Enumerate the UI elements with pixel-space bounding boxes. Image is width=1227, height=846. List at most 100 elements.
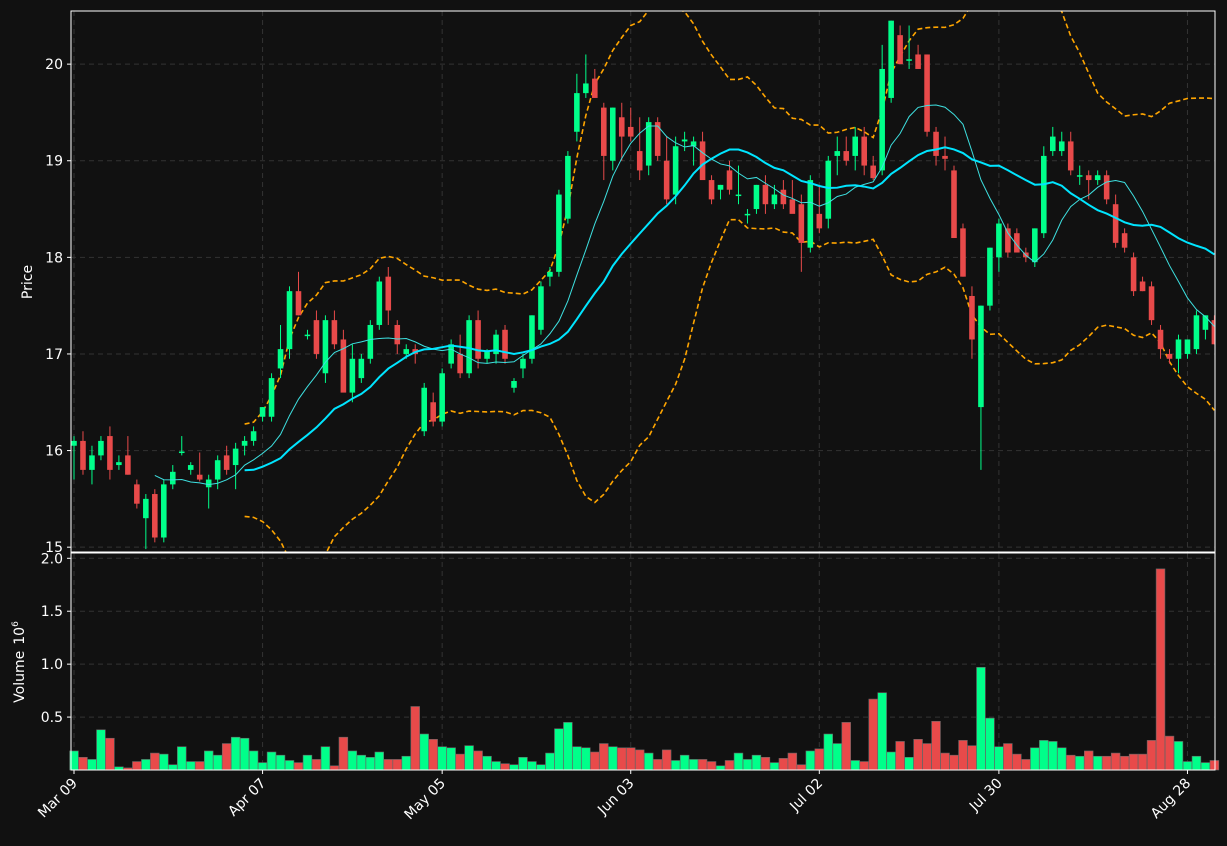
volume-bar <box>1137 753 1148 771</box>
volume-exponent: 6 <box>11 621 21 627</box>
candle-body <box>232 448 239 466</box>
candle-body <box>547 271 553 277</box>
volume-bar <box>1191 755 1202 771</box>
volume-bar <box>401 755 411 771</box>
candle-body <box>565 155 571 219</box>
candle-body <box>205 479 212 488</box>
candle-body <box>933 131 939 156</box>
candle-body <box>71 440 77 446</box>
candle-body <box>699 141 706 181</box>
volume-bar <box>1021 759 1031 771</box>
candle-body <box>1211 320 1215 345</box>
candle-body <box>1014 233 1020 253</box>
volume-bar <box>186 761 196 771</box>
candle-body <box>430 402 436 422</box>
candle-body <box>753 184 760 210</box>
volume-bar <box>913 739 923 771</box>
candle-body <box>1139 281 1146 292</box>
price-tick-label: 16 <box>45 444 63 460</box>
candle-body <box>771 194 778 205</box>
candle-body <box>143 498 149 519</box>
volume-bar <box>374 751 385 771</box>
volume-bar <box>949 754 959 771</box>
volume-bar <box>563 722 573 771</box>
volume-bar <box>248 750 259 771</box>
x-tick-label: Aug 28 <box>1148 776 1194 822</box>
volume-bar <box>724 760 735 771</box>
volume-bar <box>617 747 627 771</box>
volume-bar <box>1030 747 1040 771</box>
volume-bar <box>1092 755 1103 771</box>
volume-bar <box>760 756 771 771</box>
bollinger-bands <box>244 11 1215 552</box>
x-tick-label: Mar 09 <box>35 776 81 822</box>
volume-bar <box>886 751 896 771</box>
volume-bar <box>635 749 645 771</box>
ma-slow-line <box>244 146 1215 472</box>
candle-body <box>277 349 284 369</box>
candle-body <box>834 151 841 156</box>
candle-body <box>969 295 975 340</box>
volume-bar <box>1110 752 1121 771</box>
volume-bar <box>500 763 510 771</box>
volume-bar <box>661 749 672 771</box>
volume-bar <box>168 764 178 771</box>
volume-bar <box>347 750 358 771</box>
volume-bar <box>1048 741 1058 771</box>
volume-bar <box>967 745 977 771</box>
candle-body <box>214 460 221 480</box>
volume-bar <box>275 754 286 771</box>
ma-fast-line <box>154 104 1215 486</box>
volume-bar <box>437 746 447 771</box>
candle-body <box>1130 257 1137 292</box>
volume-bar <box>715 765 726 771</box>
candle-body <box>816 213 823 229</box>
volume-bar <box>1173 741 1184 771</box>
volume-bar <box>383 759 393 771</box>
candle-body <box>618 117 625 137</box>
candle-body <box>421 387 427 432</box>
volume-bar <box>697 759 708 771</box>
candle-body <box>690 141 697 147</box>
candle-body <box>1103 175 1110 200</box>
candle-body <box>663 160 670 200</box>
volume-bar <box>509 764 519 771</box>
candle-body <box>825 160 832 219</box>
volume-tick-label: 1.0 <box>41 657 63 673</box>
volume-bar <box>850 760 860 771</box>
volume-bar <box>419 733 429 771</box>
candle-body <box>1166 353 1173 359</box>
candle-body <box>161 484 167 538</box>
candle-body <box>672 146 679 195</box>
candles <box>71 20 1215 550</box>
candle-body <box>304 334 311 337</box>
volume-bar <box>940 752 950 771</box>
volume-bar <box>626 747 636 771</box>
volume-bar <box>922 743 932 771</box>
volume-bar <box>787 752 798 771</box>
x-tick-label: Jul 30 <box>966 776 1006 816</box>
volume-bar <box>1083 750 1094 771</box>
price-panel-frame <box>70 10 1216 553</box>
candle-body <box>798 204 805 243</box>
candle-body <box>457 353 463 374</box>
candle-body <box>996 223 1002 258</box>
volume-bar <box>985 717 995 771</box>
candle-body <box>1049 136 1056 152</box>
volume-bar <box>805 750 816 771</box>
candle-body <box>313 320 320 354</box>
candle-body <box>98 440 104 456</box>
candle-body <box>89 455 95 470</box>
volume-tick-label: 2.0 <box>41 551 63 567</box>
volume-bar <box>257 762 268 771</box>
candle-body <box>636 151 643 171</box>
candle-body <box>601 107 607 156</box>
candle-body <box>978 305 984 408</box>
candle-body <box>915 54 921 69</box>
volume-bar <box>1012 753 1022 771</box>
volume-bar <box>778 758 789 771</box>
bollinger-lower-line <box>244 218 1215 552</box>
volume-bar <box>392 759 402 771</box>
candle-body <box>439 373 445 422</box>
